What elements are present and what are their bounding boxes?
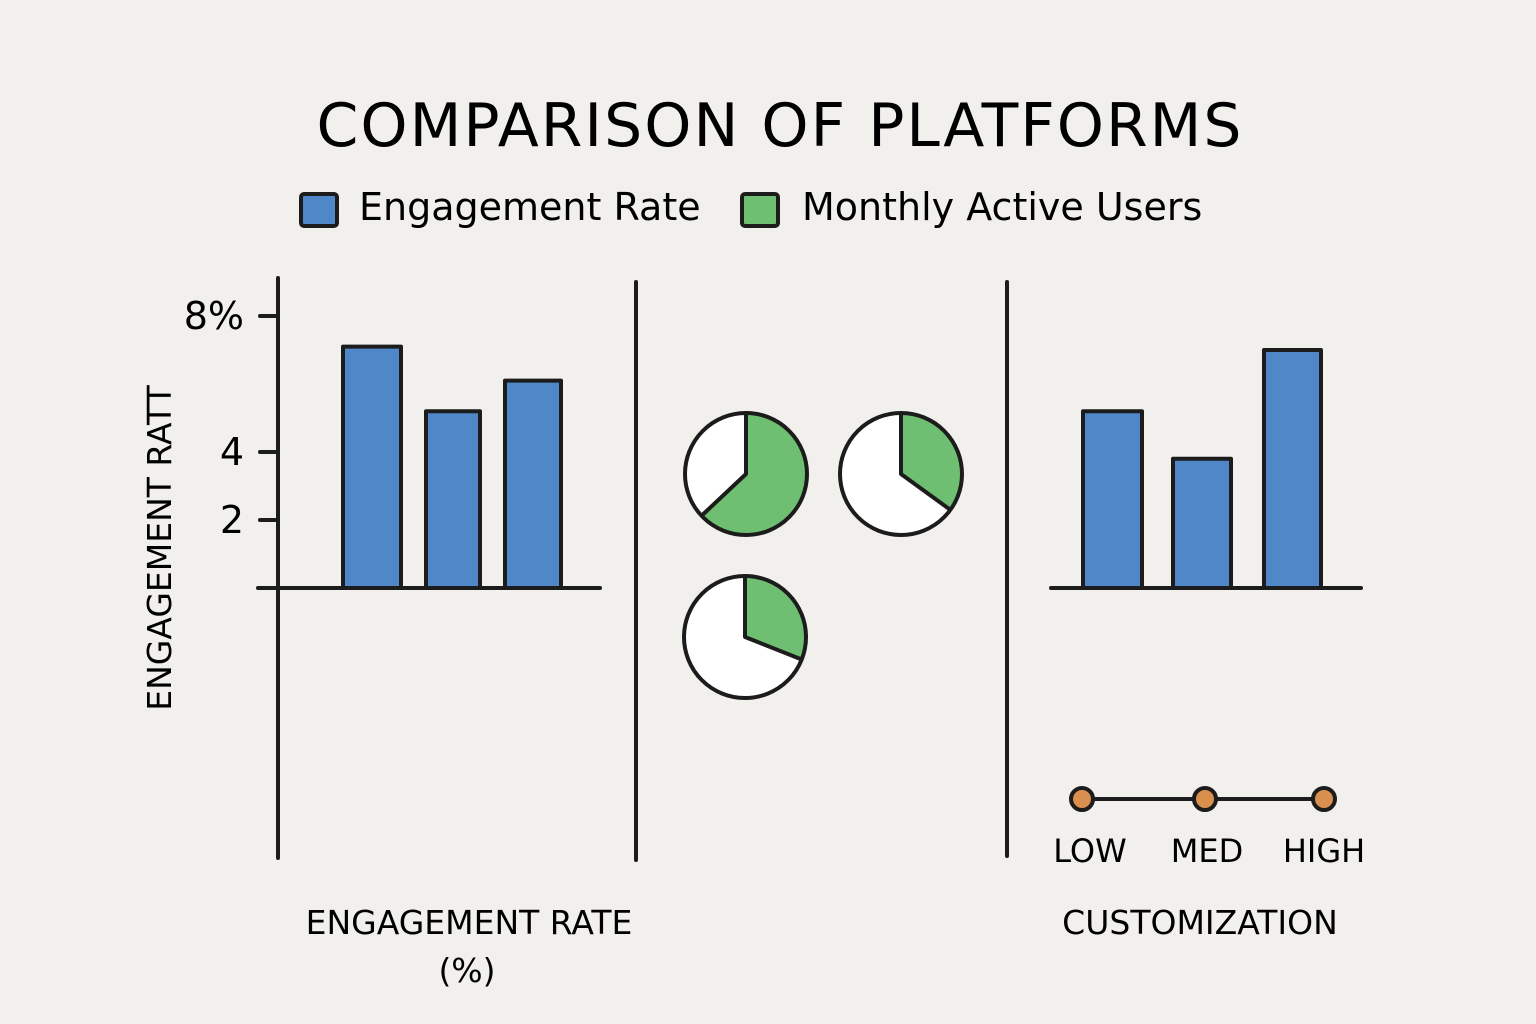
pie	[838, 411, 964, 537]
legend: Engagement Rate Monthly Active Users	[299, 185, 1202, 229]
pie-divider	[899, 413, 952, 512]
scale-point	[1192, 786, 1218, 812]
bar	[503, 378, 563, 590]
bar	[1081, 409, 1144, 591]
pie	[683, 411, 809, 537]
pie-divider	[700, 413, 748, 518]
customization-bar-chart: LOW MED HIGH CUSTOMIZATION	[1049, 348, 1365, 942]
scale-label: MED	[1171, 832, 1243, 870]
scale-label: LOW	[1053, 832, 1127, 870]
bar	[1171, 456, 1233, 590]
y-tick-label: 4	[220, 430, 244, 474]
y-tick-label: 2	[220, 498, 244, 542]
scale-point	[1069, 786, 1095, 812]
x-axis-unit: (%)	[438, 951, 495, 990]
legend-label-engagement: Engagement Rate	[359, 185, 701, 229]
chart-title: COMPARISON OF PLATFORMS	[316, 91, 1243, 161]
mau-pie-charts	[682, 411, 964, 700]
x-axis-label: ENGAGEMENT RATE	[306, 903, 633, 942]
y-axis-label: ENGAGEMENT RATT	[140, 384, 179, 710]
pie	[682, 574, 808, 700]
pie-slice	[701, 413, 807, 535]
legend-label-mau: Monthly Active Users	[802, 185, 1202, 229]
customization-label: CUSTOMIZATION	[1062, 903, 1338, 942]
scale-label: HIGH	[1283, 832, 1365, 870]
bar	[341, 344, 403, 590]
engagement-bar-chart: 2 4 8% ENGAGEMENT RATT ENGAGEMENT RATE (%)	[140, 276, 633, 990]
bar	[1262, 348, 1323, 590]
legend-swatch-mau	[740, 192, 780, 228]
scale-point	[1311, 786, 1337, 812]
bar	[424, 409, 482, 591]
legend-swatch-engagement	[299, 192, 339, 228]
y-tick-label: 8%	[184, 294, 244, 338]
pie-divider	[743, 576, 803, 662]
pie-slice	[901, 413, 962, 510]
